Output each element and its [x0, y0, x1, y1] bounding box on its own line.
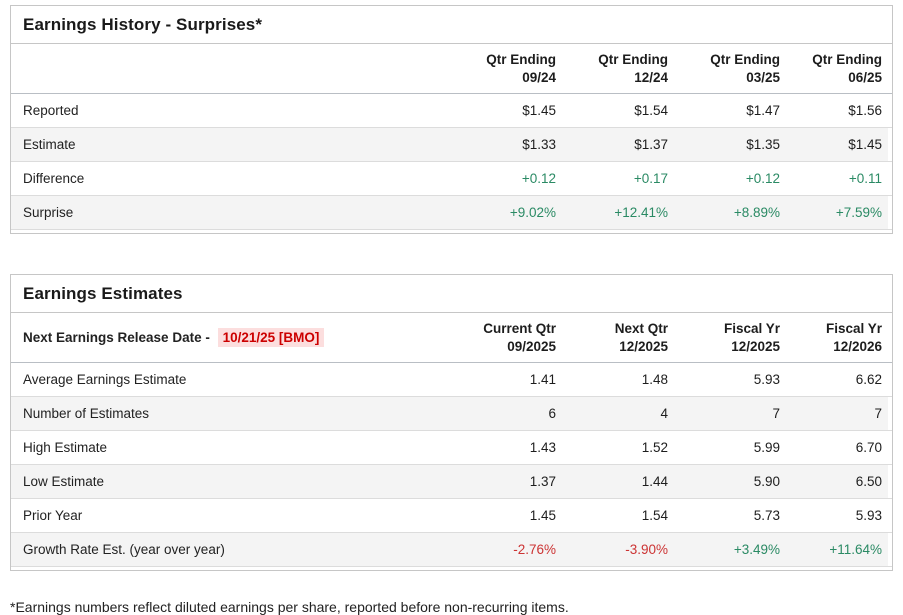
column-header: Current Qtr 09/2025	[483, 321, 556, 354]
cell-value: 7	[772, 406, 780, 422]
column-header: Qtr Ending 03/25	[710, 52, 780, 85]
cell-value: 1.44	[641, 474, 668, 490]
cell-value: 5.73	[753, 508, 780, 524]
cell-value: 1.52	[641, 440, 668, 456]
table-row: Prior Year 1.45 1.54 5.73 5.93	[11, 499, 892, 534]
table-row: Growth Rate Est. (year over year) -2.76% -…	[11, 533, 892, 568]
cell-value: 5.93	[855, 508, 882, 524]
cell-value: $1.56	[848, 103, 882, 119]
cell-value: $1.47	[746, 103, 780, 119]
cell-value: $1.33	[522, 137, 556, 153]
table-header-label: Next Earnings Release Date - 10/21/25 [B…	[11, 321, 444, 354]
cell-value: 5.99	[753, 440, 780, 456]
cell-value: 5.90	[753, 474, 780, 490]
cell-value: -2.76%	[513, 542, 556, 558]
column-header: Fiscal Yr 12/2025	[723, 321, 780, 354]
cell-value: 1.41	[529, 372, 556, 388]
cell-value: +7.59%	[835, 205, 882, 221]
cell-value: +0.12	[745, 171, 780, 187]
cell-value: $1.54	[634, 103, 668, 119]
cell-value: 1.48	[641, 372, 668, 388]
row-label: Estimate	[23, 137, 76, 153]
table-row: Surprise +9.02% +12.41% +8.89% +7.59%	[11, 196, 892, 231]
footnote: *Earnings numbers reflect diluted earnin…	[10, 599, 569, 615]
row-label: Difference	[23, 171, 85, 187]
table-row: Low Estimate 1.37 1.44 5.90 6.50	[11, 465, 892, 500]
earnings-estimates-table: Next Earnings Release Date - 10/21/25 [B…	[11, 313, 892, 570]
cell-value: 6.50	[855, 474, 882, 490]
cell-value: +3.49%	[733, 542, 780, 558]
table-header-row: Next Earnings Release Date - 10/21/25 [B…	[11, 313, 892, 364]
cell-value: 1.43	[529, 440, 556, 456]
column-header: Qtr Ending 06/25	[812, 52, 882, 85]
cell-value: +9.02%	[509, 205, 556, 221]
earnings-history-table: Qtr Ending 09/24 Qtr Ending 12/24 Qtr Endi…	[11, 44, 892, 233]
cell-value: 5.93	[753, 372, 780, 388]
row-label: Number of Estimates	[23, 406, 150, 422]
cell-value: $1.35	[746, 137, 780, 153]
table-row: Difference +0.12 +0.17 +0.12 +0.11	[11, 162, 892, 197]
cell-value: 6.62	[855, 372, 882, 388]
release-date-value: 10/21/25 [BMO]	[217, 328, 325, 348]
earnings-history-title: Earnings History - Surprises*	[11, 6, 892, 44]
cell-value: 1.54	[641, 508, 668, 524]
cell-value: 4	[660, 406, 668, 422]
column-header: Qtr Ending 09/24	[486, 52, 556, 85]
cell-value: -3.90%	[625, 542, 668, 558]
table-header-row: Qtr Ending 09/24 Qtr Ending 12/24 Qtr Endi…	[11, 44, 892, 95]
row-label: High Estimate	[23, 440, 108, 456]
cell-value: $1.45	[522, 103, 556, 119]
row-label: Average Earnings Estimate	[23, 372, 187, 388]
release-date-label: Next Earnings Release Date -	[23, 330, 214, 346]
row-label: Low Estimate	[23, 474, 105, 490]
table-row: Number of Estimates 6 4 7 7	[11, 397, 892, 432]
cell-value: 7	[874, 406, 882, 422]
table-row: Average Earnings Estimate 1.41 1.48 5.93 6.6…	[11, 363, 892, 398]
cell-value: 6	[548, 406, 556, 422]
cell-value: $1.45	[848, 137, 882, 153]
cell-value: $1.37	[634, 137, 668, 153]
table-header-label	[11, 60, 444, 78]
row-label: Surprise	[23, 205, 74, 221]
cell-value: +0.12	[521, 171, 556, 187]
column-header: Fiscal Yr 12/2026	[825, 321, 882, 354]
earnings-estimates-card: Earnings Estimates Next Earnings Release…	[10, 274, 893, 572]
earnings-estimates-title: Earnings Estimates	[11, 275, 892, 314]
cell-value: 1.45	[529, 508, 556, 524]
table-row: High Estimate 1.43 1.52 5.99 6.70	[11, 431, 892, 466]
earnings-history-card: Earnings History - Surprises* Qtr Ending…	[10, 5, 893, 235]
row-label: Reported	[23, 103, 79, 119]
cell-value: +11.64%	[829, 542, 882, 558]
column-header: Next Qtr 12/2025	[614, 321, 668, 354]
table-row: Estimate $1.33 $1.37 $1.35 $1.45	[11, 128, 892, 163]
cell-value: +8.89%	[733, 205, 780, 221]
row-label: Growth Rate Est. (year over year)	[23, 542, 225, 558]
cell-value: +0.17	[633, 171, 668, 187]
cell-value: +0.11	[848, 171, 882, 187]
column-header: Qtr Ending 12/24	[598, 52, 668, 85]
cell-value: 1.37	[529, 474, 556, 490]
table-row: Reported $1.45 $1.54 $1.47 $1.56	[11, 94, 892, 129]
cell-value: +12.41%	[614, 205, 668, 221]
cell-value: 6.70	[855, 440, 882, 456]
row-label: Prior Year	[23, 508, 83, 524]
